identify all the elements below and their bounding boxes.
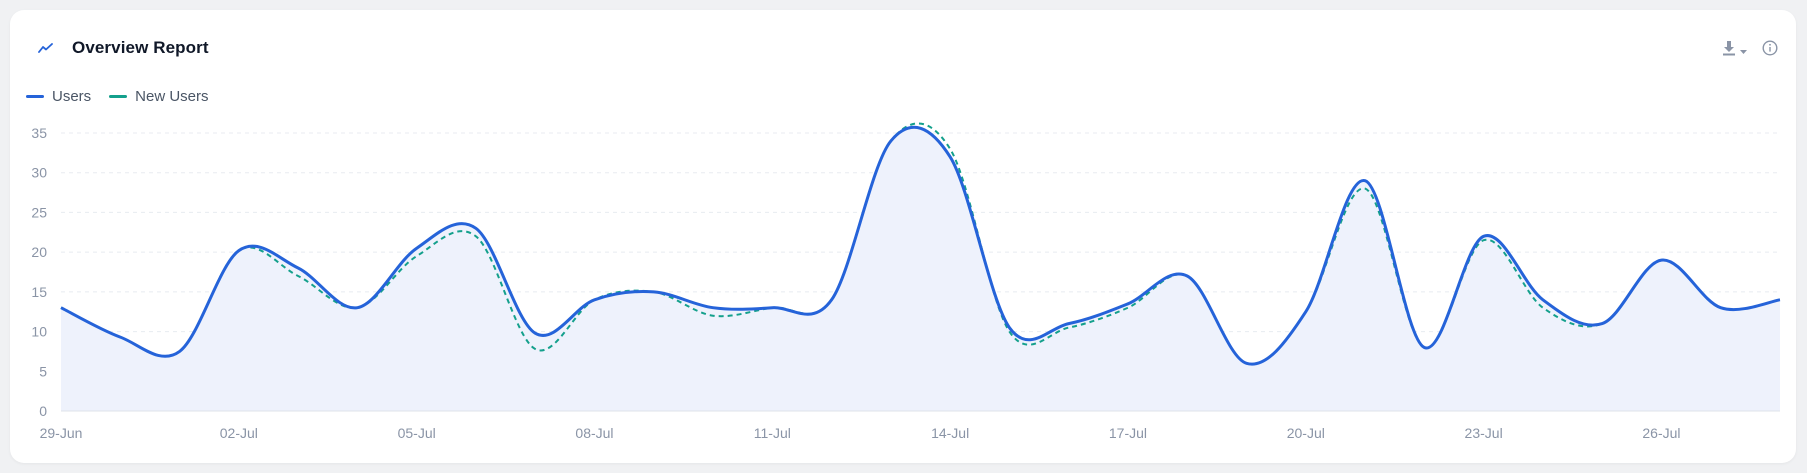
legend-item-users[interactable]: Users (26, 88, 91, 105)
chart-toolbar (1721, 40, 1778, 61)
page-title: Overview Report (72, 38, 209, 57)
chevron-down-icon (1739, 42, 1748, 60)
overview-report-card: Overview Report (10, 10, 1796, 463)
legend-swatch-new-users (109, 95, 128, 98)
download-icon (1721, 40, 1739, 61)
legend-item-new-users[interactable]: New Users (109, 88, 209, 105)
download-menu-button[interactable] (1721, 40, 1748, 61)
info-icon (1762, 40, 1778, 61)
trend-line-icon (38, 42, 54, 54)
chart-legend: Users New Users (26, 88, 209, 105)
card-header: Overview Report (38, 38, 209, 58)
legend-label-users: Users (52, 88, 92, 105)
info-button[interactable] (1762, 40, 1778, 61)
legend-label-new-users: New Users (135, 88, 209, 105)
legend-swatch-users (26, 95, 44, 98)
